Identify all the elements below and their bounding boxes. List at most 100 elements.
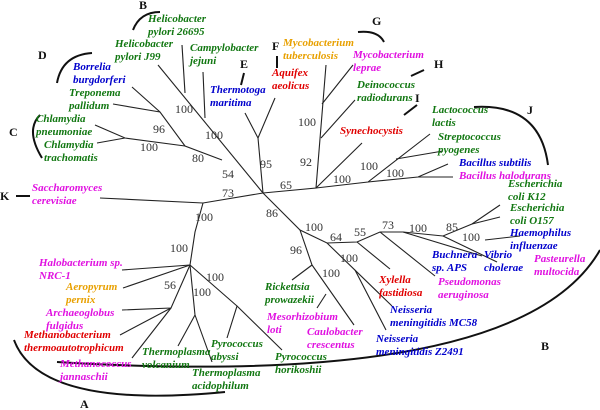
taxon-label-line: aeolicus	[272, 80, 309, 92]
branch	[442, 235, 498, 263]
taxon-label-line: Streptococcus	[438, 131, 501, 143]
taxon-label-line: Pyrococcus	[275, 351, 327, 363]
bootstrap-value: 95	[260, 157, 272, 171]
taxon-label-line: thermoautotrophicum	[24, 342, 124, 354]
taxon-label-line: Lactococcus	[431, 104, 488, 116]
taxon-label-line: fastidiosa	[379, 287, 423, 299]
clade-label-h: H	[434, 57, 444, 71]
taxon-label-line: pylori J99	[114, 51, 161, 63]
taxon-label-line: coli O157	[510, 215, 554, 227]
taxon-label-line: prowazekii	[264, 294, 315, 306]
bootstrap-values: 100 100 96 80 100 54 95 100 92 65 100 10…	[140, 102, 480, 299]
clade-arc-b-top	[132, 11, 161, 31]
branch	[244, 112, 264, 194]
taxon-label-line: Treponema	[69, 87, 121, 99]
clade-label-j: J	[527, 103, 533, 117]
taxon-label-line: pneumoniae	[35, 126, 92, 138]
taxon-label-line: radiodurans	[357, 92, 413, 104]
taxon-label: Bacillus halodurans	[458, 170, 551, 182]
taxon-label-line: Bacillus subtilis	[458, 157, 531, 169]
taxon-label-line: burgdorferi	[73, 74, 127, 86]
clade-letters: A B B C D E F G H I J K	[0, 0, 549, 410]
clade-arc-b	[56, 249, 600, 368]
taxon-label-line: Synechocystis	[340, 125, 403, 137]
bootstrap-value: 55	[354, 225, 366, 239]
clade-arc-d	[56, 52, 93, 84]
taxon-label-line: Vibrio	[484, 249, 513, 261]
clade-label-a: A	[80, 397, 89, 410]
taxon-label-line: Xylella	[378, 274, 411, 286]
taxon-label-line: Borrelia	[72, 61, 111, 73]
clade-label-b-top: B	[139, 0, 147, 12]
taxon-label-line: Deinococcus	[356, 79, 415, 91]
clade-label-b: B	[541, 339, 549, 353]
bootstrap-value: 100	[360, 159, 378, 173]
bootstrap-value: 100	[333, 172, 351, 186]
branch	[96, 137, 126, 144]
taxon-label-line: Archaeoglobus	[45, 307, 114, 319]
taxon-label: Halobacterium sp.NRC-1	[38, 257, 123, 282]
taxon-label-line: Haemophilus	[509, 227, 571, 239]
taxon-label-line: abyssi	[211, 351, 239, 363]
branch	[131, 307, 172, 359]
branch	[291, 264, 313, 281]
taxon-label-line: Aeropyrum	[65, 281, 118, 293]
taxon-label-line: fulgidus	[46, 320, 83, 332]
taxon-label-line: horikoshii	[275, 364, 322, 376]
branch	[326, 242, 393, 307]
taxon-label-line: pyogenes	[437, 144, 480, 156]
bootstrap-value: 65	[280, 178, 292, 192]
branch	[119, 307, 172, 336]
taxon-label-line: Pasteurella	[534, 253, 586, 265]
taxon-label-line: maritima	[210, 97, 252, 109]
taxon-label-line: Thermotoga	[210, 84, 266, 96]
branch	[99, 192, 264, 204]
taxon-label-line: jejuni	[188, 55, 217, 67]
taxon-label-line: Rickettsia	[264, 281, 310, 293]
branch	[402, 231, 483, 257]
bootstrap-value: 100	[386, 166, 404, 180]
taxon-label-line: Chlamydia	[36, 113, 86, 125]
clade-label-i: I	[415, 91, 420, 105]
taxon-label-line: lactis	[432, 117, 456, 129]
bootstrap-value: 100	[409, 221, 427, 235]
branch	[379, 231, 436, 277]
taxon-label: Bacillus subtilis	[458, 157, 531, 169]
taxon-label-line: Escherichia	[507, 178, 563, 190]
branch	[177, 264, 196, 347]
branch	[395, 150, 444, 160]
bootstrap-value: 100	[175, 102, 193, 116]
bootstrap-value: 100	[205, 128, 223, 142]
taxon-label-line: Campylobacter	[190, 42, 259, 54]
bootstrap-value: 80	[192, 151, 204, 165]
branch	[356, 241, 391, 270]
taxon-label-line: multocida	[534, 266, 580, 278]
bootstrap-value: 56	[164, 278, 176, 292]
clade-mark-h	[410, 69, 425, 77]
branch	[321, 64, 354, 105]
branch	[121, 202, 204, 271]
taxon-label-line: jannaschii	[58, 371, 109, 383]
